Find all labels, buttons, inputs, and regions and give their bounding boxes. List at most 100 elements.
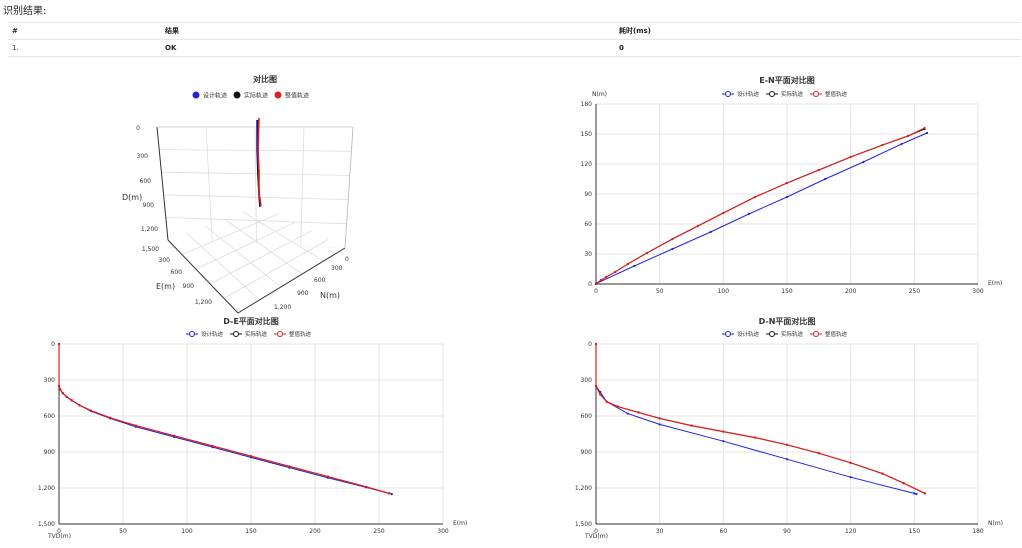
x-tick-label: 50 (656, 288, 664, 295)
e-tick-label: 900 (183, 283, 195, 290)
data-point (849, 155, 852, 159)
data-point (658, 417, 661, 420)
y-axis-label: TVD(m) (47, 533, 71, 540)
x-tick-label: 50 (119, 528, 127, 535)
axis-d-line (156, 126, 169, 241)
data-point (78, 404, 81, 407)
data-point (645, 251, 649, 255)
y-tick-label: 0 (588, 281, 592, 288)
y-tick-label: 0 (51, 341, 55, 348)
data-point (785, 443, 789, 446)
data-point (599, 393, 602, 396)
series-line (595, 344, 926, 494)
data-point (754, 436, 757, 439)
x-tick-label: 120 (845, 528, 857, 535)
data-point (923, 126, 926, 130)
data-point (849, 476, 852, 479)
chart-3d-trajectories (256, 117, 262, 208)
grid-line-floor (195, 221, 296, 270)
grid-line-floor (223, 239, 329, 299)
data-point (849, 461, 852, 464)
legend-marker (725, 91, 731, 97)
d-tick-label: 600 (140, 178, 152, 185)
data-point (671, 247, 674, 251)
x-tick-label: 150 (909, 528, 921, 535)
axis-label-d: D(m) (122, 193, 142, 202)
axis-e-line (167, 239, 239, 314)
data-point (754, 195, 757, 199)
data-point (57, 342, 61, 346)
d-tick-label: 1,500 (142, 246, 159, 253)
data-point (211, 444, 214, 448)
data-point (637, 411, 640, 414)
n-tick-label: 0 (345, 256, 349, 263)
legend-label: 整值轨迹 (825, 90, 848, 98)
data-point (596, 281, 599, 285)
legend-label: 实际轨迹 (245, 330, 268, 338)
n-tick-label: 900 (297, 290, 309, 297)
data-point (599, 278, 603, 282)
legend-label: 整值轨迹 (289, 330, 312, 338)
data-point (594, 384, 598, 388)
n-tick-label: 1,200 (274, 304, 291, 311)
data-point (365, 485, 368, 488)
legend-label: 设计轨迹 (203, 92, 227, 100)
data-point (61, 392, 64, 395)
legend-label: 设计轨迹 (737, 90, 760, 98)
data-point (616, 405, 619, 408)
table-header-row: # 结果 耗时(ms) (8, 22, 1020, 40)
data-point (249, 455, 253, 458)
y-tick-label: 1,200 (575, 485, 592, 492)
y-tick-label: 900 (581, 449, 593, 456)
d-tick-label: 1,200 (141, 226, 158, 233)
y-tick-label: 180 (581, 101, 593, 108)
legend-marker (813, 331, 819, 337)
legend-marker (769, 91, 775, 97)
x-tick-label: 0 (594, 528, 598, 535)
data-point (881, 472, 884, 475)
y-tick-label: 900 (44, 449, 56, 456)
data-point (696, 224, 699, 228)
x-tick-label: 200 (309, 528, 321, 535)
data-point (326, 475, 329, 478)
legend-marker (769, 331, 775, 337)
legend-marker (813, 91, 819, 97)
y-tick-label: 1,500 (575, 521, 592, 528)
data-point (134, 424, 137, 427)
data-point (690, 424, 693, 427)
grid-line-floor (186, 232, 260, 301)
legend-marker (274, 91, 282, 99)
chart-title: D-N平面对比图 (759, 316, 816, 326)
x-axis-label: N(m) (988, 520, 1003, 527)
legend-marker (192, 91, 200, 99)
chart-3d-grid (156, 126, 354, 314)
x-tick-label: 300 (437, 528, 449, 535)
d-tick-label: 0 (136, 125, 140, 132)
x-tick-label: 0 (57, 528, 61, 535)
data-point (671, 237, 674, 241)
data-point (722, 211, 725, 215)
y-axis-label: TVD(m) (584, 533, 608, 540)
x-tick-label: 150 (781, 288, 793, 295)
y-tick-label: 600 (44, 413, 56, 420)
e-tick-label: 300 (159, 257, 171, 264)
chart-title: E-N平面对比图 (759, 75, 814, 85)
data-point (824, 177, 827, 181)
legend-label: 设计轨迹 (201, 330, 224, 338)
legend-label: 实际轨迹 (244, 92, 268, 100)
data-point (594, 342, 598, 346)
y-tick-label: 600 (581, 413, 593, 420)
box-edge (344, 126, 354, 249)
legend-marker (233, 91, 241, 99)
data-point (89, 409, 93, 412)
data-point (722, 440, 725, 443)
legend-marker (277, 331, 283, 337)
legend-label: 设计轨迹 (737, 330, 760, 338)
data-point (633, 264, 636, 268)
series-line (595, 344, 917, 495)
n-tick-label: 300 (331, 265, 343, 272)
x-tick-label: 100 (718, 288, 730, 295)
